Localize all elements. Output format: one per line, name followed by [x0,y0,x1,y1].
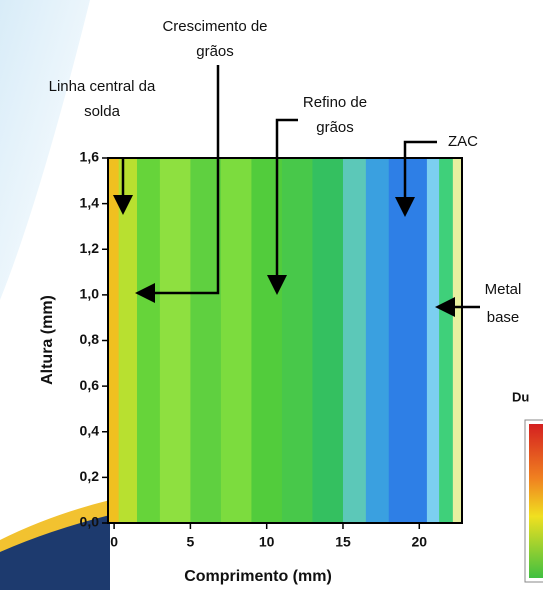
decor [0,515,110,590]
y-tick-label: 0,2 [80,468,100,484]
y-tick-label: 1,6 [80,149,100,165]
annotation: Metal [485,281,522,298]
color-band [439,158,454,523]
annotation: ZAC [448,133,478,150]
color-band [365,158,390,523]
annotation: base [487,309,520,326]
color-band [136,158,161,523]
y-tick-label: 1,2 [80,240,100,256]
annotation: Refino de [303,94,367,111]
x-tick-label: 10 [259,534,275,550]
y-tick-label: 0,0 [80,514,100,530]
x-axis-label: Comprimento (mm) [184,568,332,585]
annotation: solda [84,103,121,120]
arrow [395,140,437,217]
x-tick-label: 0 [110,534,118,550]
color-band [118,158,138,523]
color-band [342,158,367,523]
color-band [426,158,440,523]
y-axis-label: Altura (mm) [39,295,56,385]
arrow [267,118,298,295]
color-band [388,158,428,523]
color-band [108,158,120,523]
color-band [281,158,313,523]
y-tick-label: 1,4 [80,194,100,210]
y-tick-label: 0,4 [80,422,100,438]
color-band [159,158,191,523]
annotation: grãos [316,119,354,136]
annotation: Linha central da [49,78,156,95]
color-band [452,158,463,523]
x-tick-label: 20 [411,534,427,550]
color-band [190,158,222,523]
y-tick-label: 1,0 [80,286,100,302]
colorbar [529,424,543,578]
annotation: Crescimento de [162,18,267,35]
y-tick-label: 0,6 [80,377,100,393]
color-band [220,158,252,523]
annotation: grãos [196,43,234,60]
decor [0,0,90,300]
color-band [312,158,344,523]
arrow [135,65,220,303]
colorbar-title: Du [512,389,529,404]
y-tick-label: 0,8 [80,331,100,347]
x-tick-label: 5 [186,534,194,550]
x-tick-label: 15 [335,534,351,550]
